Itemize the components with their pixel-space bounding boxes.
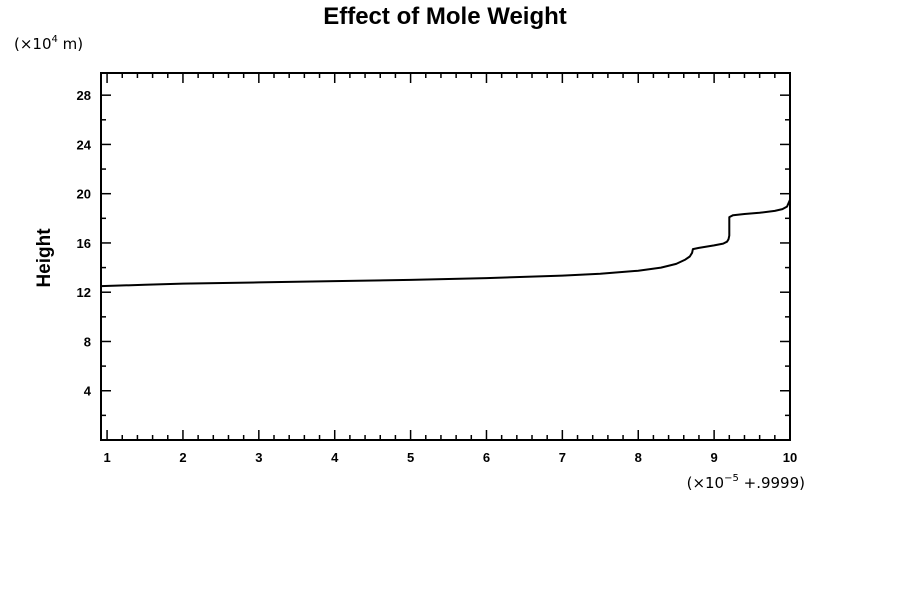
x-tick-label: 9 [711, 450, 718, 465]
plot-frame [100, 72, 791, 441]
y-scale-prefix: (×10 [14, 35, 52, 53]
x-tick-label: 3 [255, 450, 262, 465]
y-tick-label: 24 [77, 137, 92, 152]
x-tick-label: 4 [331, 450, 339, 465]
x-scale-prefix: (×10 [687, 474, 725, 492]
chart-title: Effect of Mole Weight [323, 3, 567, 30]
x-tick-label: 10 [783, 450, 797, 465]
series-group [100, 199, 791, 288]
y-tick-label: 16 [77, 236, 91, 251]
y-axis-label: Height [34, 228, 55, 288]
y-tick-label: 28 [77, 88, 91, 103]
x-tick-label: 8 [635, 450, 642, 465]
y-scale-exponent: 4 [52, 34, 58, 45]
y-tick-label: 8 [84, 334, 91, 349]
series-line-height [100, 199, 791, 288]
y-tick-label: 20 [77, 187, 91, 202]
y-tick-label: 12 [77, 285, 91, 300]
y-scale-suffix: m) [58, 35, 83, 53]
y-scale-note: (×104 m) [14, 34, 83, 53]
x-tick-label: 7 [559, 450, 566, 465]
axis-ticks [101, 73, 791, 440]
x-tick-label: 1 [103, 450, 110, 465]
x-scale-suffix: +.9999) [739, 474, 805, 492]
x-scale-exponent: −5 [724, 473, 739, 484]
y-tick-label: 4 [84, 384, 92, 399]
x-tick-label: 2 [179, 450, 186, 465]
x-scale-note: (×10−5 +.9999) [687, 473, 805, 492]
x-tick-label: 5 [407, 450, 414, 465]
x-tick-label: 6 [483, 450, 490, 465]
